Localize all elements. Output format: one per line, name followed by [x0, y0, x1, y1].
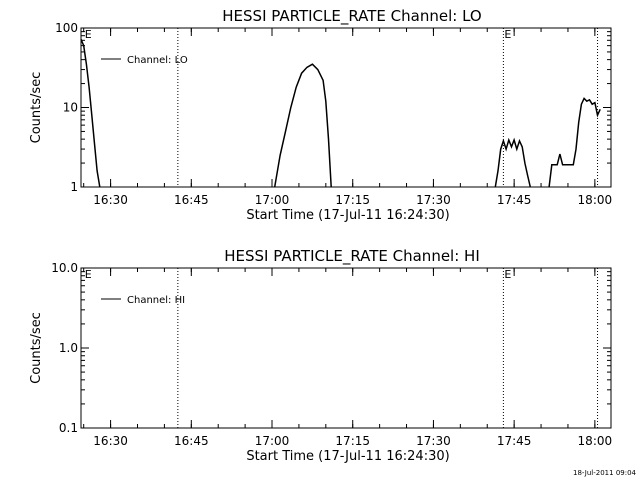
series-line [273, 63, 332, 188]
x-tick-label: 17:45 [497, 434, 532, 448]
panel-lo: HESSI PARTICLE_RATE Channel: LO Start Tim… [29, 7, 612, 223]
legend-entry: Channel: LO [127, 55, 188, 66]
chart-title: HESSI PARTICLE_RATE Channel: HI [224, 247, 480, 266]
x-tick-label: 18:00 [578, 193, 613, 207]
event-marker-label: E [504, 268, 511, 281]
x-tick-label: 16:30 [93, 434, 128, 448]
event-marker-label: E [85, 28, 92, 41]
x-tick-label: 17:45 [497, 193, 532, 207]
x-axis-label: Start Time (17-Jul-11 16:24:30) [246, 208, 449, 223]
y-tick-label: 10 [63, 101, 78, 115]
x-tick-label: 17:30 [416, 434, 451, 448]
y-axis-label: Counts/sec [29, 72, 44, 144]
x-tick-label: 18:00 [578, 434, 613, 448]
y-tick-label: 1 [70, 180, 78, 194]
series-line [494, 137, 532, 188]
event-marker-label: E [504, 28, 511, 41]
chart-title: HESSI PARTICLE_RATE Channel: LO [222, 7, 481, 26]
x-tick-label: 17:30 [416, 193, 451, 207]
y-tick-label: 100 [55, 21, 78, 35]
y-tick-label: 10.0 [51, 261, 78, 275]
x-tick-label: 16:45 [174, 434, 209, 448]
panel-hi: HESSI PARTICLE_RATE Channel: HI Start Tim… [29, 247, 612, 464]
event-marker-label: E [85, 268, 92, 281]
plot-frame [80, 267, 612, 429]
legend-entry: Channel: HI [127, 295, 185, 306]
x-axis-label: Start Time (17-Jul-11 16:24:30) [246, 449, 449, 464]
series-line [80, 39, 101, 188]
x-tick-label: 17:00 [255, 193, 290, 207]
y-tick-label: 1.0 [59, 341, 78, 355]
x-tick-label: 16:45 [174, 193, 209, 207]
y-tick-label: 0.1 [59, 421, 78, 435]
x-tick-label: 17:15 [335, 434, 370, 448]
series-line [548, 97, 601, 188]
footer-timestamp: 18-Jul-2011 09:04 [573, 469, 637, 477]
plot-frame [80, 27, 612, 188]
x-tick-label: 17:00 [255, 434, 290, 448]
x-tick-label: 16:30 [93, 193, 128, 207]
y-axis-label: Counts/sec [29, 312, 44, 384]
x-tick-label: 17:15 [335, 193, 370, 207]
